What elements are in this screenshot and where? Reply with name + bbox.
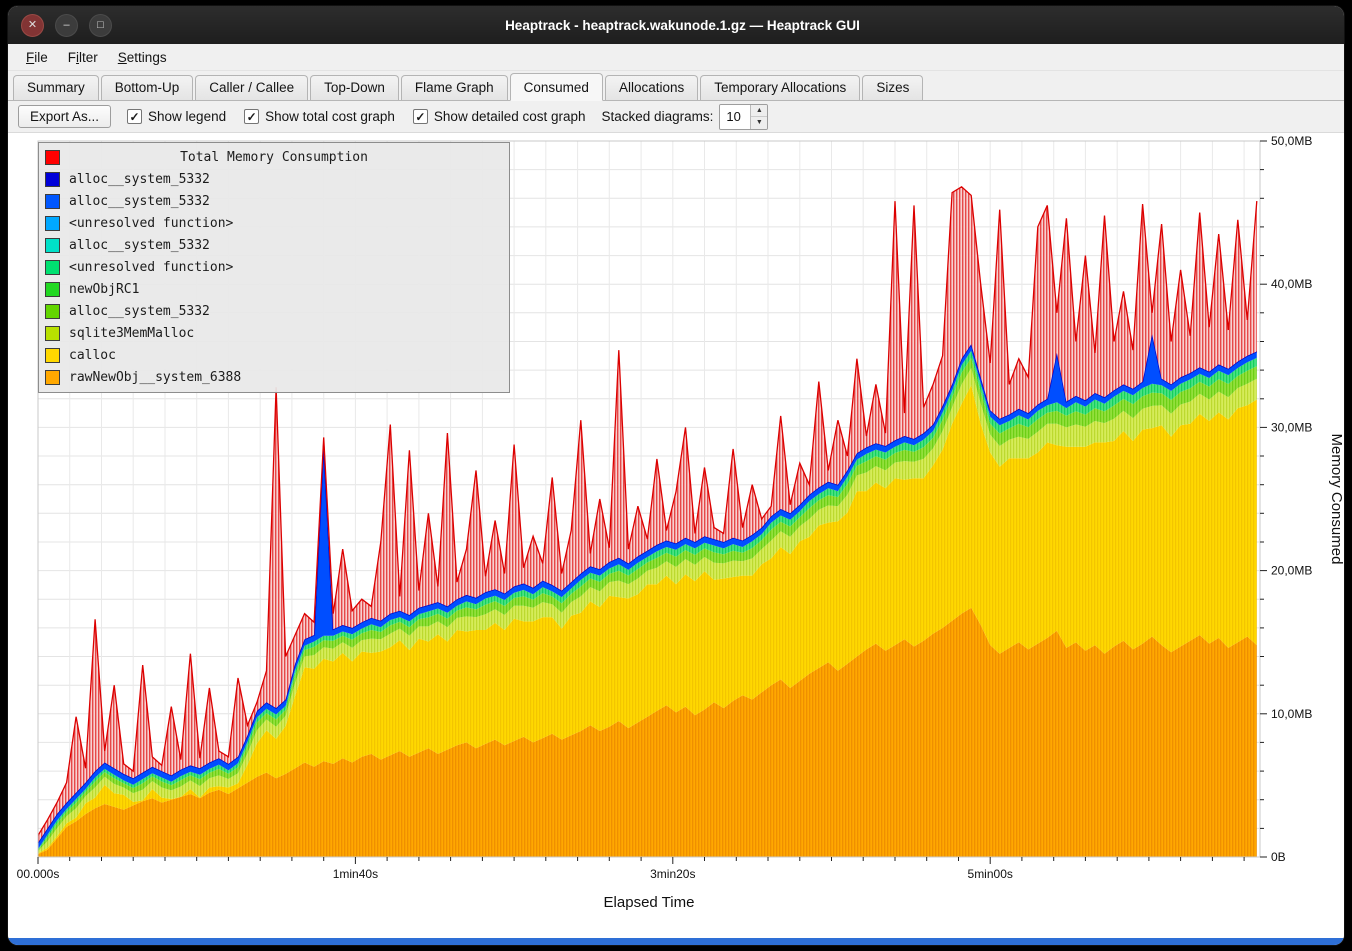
chart-region: 0B 10,0MB 20,0MB 30,0MB 40,0MB 50,0MB 00.000s 1…: [8, 133, 1344, 938]
x-tick-label: 00.000s: [17, 867, 60, 881]
legend-label: newObjRC1: [69, 282, 139, 297]
stacked-diagrams-label: Stacked diagrams:: [602, 109, 714, 124]
legend-item: alloc__system_5332: [39, 234, 509, 256]
legend-title: Total Memory Consumption: [180, 150, 368, 165]
legend-label: alloc__system_5332: [69, 304, 210, 319]
y-tick-label: 30,0MB: [1271, 420, 1312, 434]
legend-title-row: Total Memory Consumption: [39, 146, 509, 168]
legend-swatch: [45, 238, 60, 253]
checkbox-label: Show legend: [148, 109, 226, 124]
spin-buttons: ▲ ▼: [750, 105, 767, 129]
tab-caller-callee[interactable]: Caller / Callee: [195, 75, 308, 100]
title-bar: ✕–□ Heaptrack - heaptrack.wakunode.1.gz …: [8, 6, 1344, 44]
legend-swatch: [45, 282, 60, 297]
legend-swatch: [45, 260, 60, 275]
stacked-diagrams-input[interactable]: [720, 105, 750, 129]
y-tick-label: 10,0MB: [1271, 707, 1312, 721]
legend-swatch: [45, 194, 60, 209]
y-tick-label: 50,0MB: [1271, 134, 1312, 148]
legend-label: rawNewObj__system_6388: [69, 370, 241, 385]
legend-item: <unresolved function>: [39, 212, 509, 234]
legend-item: alloc__system_5332: [39, 168, 509, 190]
menu-file[interactable]: File: [16, 47, 58, 68]
checkbox-label: Show total cost graph: [265, 109, 395, 124]
checkbox-label: Show detailed cost graph: [434, 109, 586, 124]
tab-sizes[interactable]: Sizes: [862, 75, 923, 100]
spin-up-icon[interactable]: ▲: [751, 105, 767, 118]
tab-temporary-allocations[interactable]: Temporary Allocations: [700, 75, 860, 100]
legend-label: alloc__system_5332: [69, 172, 210, 187]
toolbar-checkboxes: ✓ Show legend ✓ Show total cost graph ✓ Show …: [127, 109, 586, 124]
legend-item: calloc: [39, 344, 509, 366]
legend-label: calloc: [69, 348, 116, 363]
legend-item: rawNewObj__system_6388: [39, 366, 509, 388]
legend-label: <unresolved function>: [69, 260, 233, 275]
tab-bar: SummaryBottom-UpCaller / CalleeTop-DownF…: [8, 71, 1344, 101]
x-tick-label: 1min40s: [333, 867, 378, 881]
stacked-diagrams-spinbox: ▲ ▼: [719, 104, 768, 130]
legend-swatch: [45, 304, 60, 319]
menu-settings[interactable]: Settings: [108, 47, 177, 68]
menu-filter[interactable]: Filter: [58, 47, 108, 68]
tab-top-down[interactable]: Top-Down: [310, 75, 399, 100]
legend-item: newObjRC1: [39, 278, 509, 300]
window-title: Heaptrack - heaptrack.wakunode.1.gz — He…: [143, 18, 1222, 33]
checkbox-show-legend[interactable]: ✓ Show legend: [127, 109, 226, 124]
check-icon: ✓: [244, 109, 259, 124]
y-tick-label: 40,0MB: [1271, 277, 1312, 291]
legend-item: <unresolved function>: [39, 256, 509, 278]
legend-item: sqlite3MemMalloc: [39, 322, 509, 344]
minimize-button[interactable]: –: [55, 14, 78, 37]
bottom-accent-bar: [8, 938, 1344, 945]
close-button[interactable]: ✕: [21, 14, 44, 37]
tab-summary[interactable]: Summary: [13, 75, 99, 100]
tab-allocations[interactable]: Allocations: [605, 75, 698, 100]
check-icon: ✓: [127, 109, 142, 124]
export-as-button[interactable]: Export As...: [18, 105, 111, 128]
legend-swatch: [45, 216, 60, 231]
checkbox-show-detailed-cost-graph[interactable]: ✓ Show detailed cost graph: [413, 109, 586, 124]
legend: Total Memory Consumption alloc__system_5…: [38, 142, 510, 393]
legend-swatch: [45, 326, 60, 341]
y-tick-label: 0B: [1271, 850, 1286, 864]
legend-swatch: [45, 370, 60, 385]
tab-flame-graph[interactable]: Flame Graph: [401, 75, 508, 100]
legend-title-swatch: [45, 150, 60, 165]
toolbar: Export As... ✓ Show legend ✓ Show total cos…: [8, 101, 1344, 133]
legend-swatch: [45, 348, 60, 363]
y-tick-label: 20,0MB: [1271, 564, 1312, 578]
y-axis-title: Memory Consumed: [1328, 434, 1344, 565]
tab-bottom-up[interactable]: Bottom-Up: [101, 75, 194, 100]
legend-label: <unresolved function>: [69, 216, 233, 231]
legend-item: alloc__system_5332: [39, 190, 509, 212]
window-controls: ✕–□: [8, 14, 143, 37]
x-tick-label: 5min00s: [968, 867, 1013, 881]
legend-label: alloc__system_5332: [69, 194, 210, 209]
spin-down-icon[interactable]: ▼: [751, 117, 767, 129]
app-window: ✕–□ Heaptrack - heaptrack.wakunode.1.gz …: [8, 6, 1344, 945]
stacked-diagrams-control: Stacked diagrams: ▲ ▼: [602, 104, 769, 130]
maximize-button[interactable]: □: [89, 14, 112, 37]
legend-label: alloc__system_5332: [69, 238, 210, 253]
legend-swatch: [45, 172, 60, 187]
check-icon: ✓: [413, 109, 428, 124]
checkbox-show-total-cost-graph[interactable]: ✓ Show total cost graph: [244, 109, 395, 124]
menu-bar: FileFilterSettings: [8, 44, 1344, 71]
tab-consumed[interactable]: Consumed: [510, 73, 603, 101]
legend-label: sqlite3MemMalloc: [69, 326, 194, 341]
x-tick-label: 3min20s: [650, 867, 695, 881]
legend-item: alloc__system_5332: [39, 300, 509, 322]
x-axis-title: Elapsed Time: [604, 894, 695, 911]
